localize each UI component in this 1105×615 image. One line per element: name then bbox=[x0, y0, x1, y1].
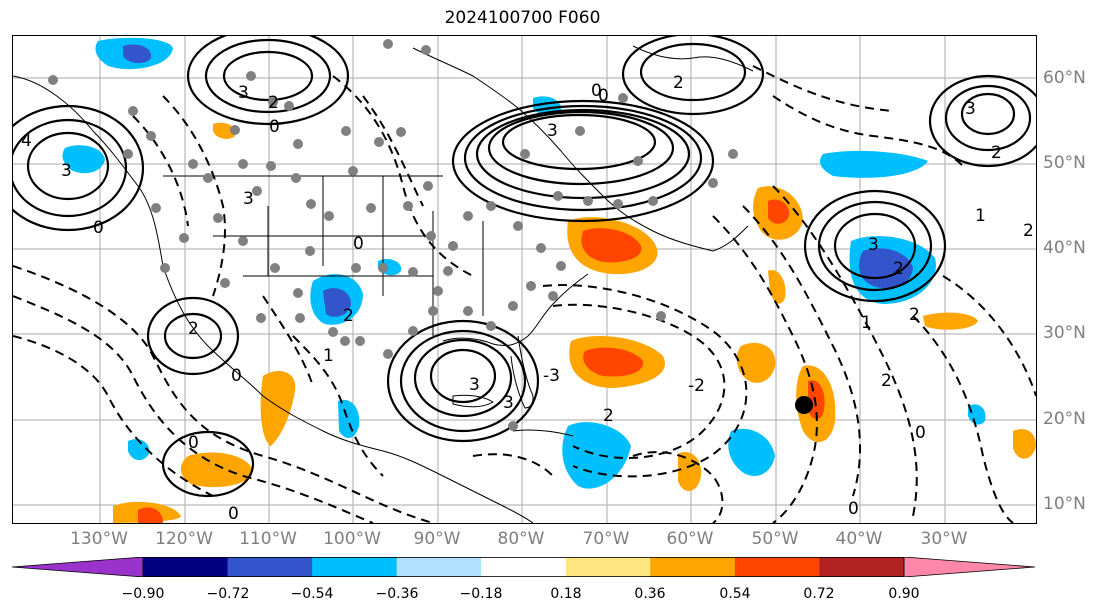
colorbar-segment bbox=[650, 557, 736, 577]
colorbar-tick: 0.54 bbox=[719, 586, 751, 602]
lon-label-110w: 110°W bbox=[239, 529, 297, 549]
station-dots bbox=[48, 39, 738, 431]
lon-label-120w: 120°W bbox=[155, 529, 213, 549]
lat-label-50n: 50°N bbox=[1043, 153, 1086, 173]
contour-label: 1 bbox=[323, 346, 334, 366]
positive-contours bbox=[13, 36, 1036, 498]
shaded-anomalies bbox=[62, 37, 1036, 523]
contour-label: 0 bbox=[228, 504, 239, 523]
colorbar-segment bbox=[734, 557, 820, 577]
colorbar-segment bbox=[143, 557, 229, 577]
lat-label-10n: 10°N bbox=[1043, 494, 1086, 514]
contour-label: 3 bbox=[61, 161, 72, 181]
lon-label-60w: 60°W bbox=[666, 529, 714, 549]
contour-label: 3 bbox=[868, 235, 879, 255]
contour-label: 0 bbox=[231, 366, 242, 386]
contour-label: 2 bbox=[188, 319, 199, 339]
contour-label: 0 bbox=[591, 81, 602, 101]
map-title: 2024100700 F060 bbox=[444, 8, 601, 28]
contour-label: 3 bbox=[469, 375, 480, 395]
colorbar-tick: −0.18 bbox=[459, 586, 503, 602]
map-panel: 3 3 3 3 2 3 4 3 2 0 3 2 2 0 -2 -3 2 2 1 … bbox=[12, 35, 1037, 524]
contour-label: -2 bbox=[688, 376, 705, 396]
colorbar-segment bbox=[227, 557, 313, 577]
contour-label: 3 bbox=[238, 83, 249, 103]
colorbar-tick: 0.72 bbox=[803, 586, 835, 602]
colorbar-segment bbox=[903, 556, 1036, 578]
colorbar-segment bbox=[396, 557, 482, 577]
colorbar-segment bbox=[481, 557, 567, 577]
contour-label: -3 bbox=[543, 366, 560, 386]
contour-label: 3 bbox=[965, 99, 976, 119]
contour-label: 0 bbox=[598, 86, 609, 106]
lon-label-90w: 90°W bbox=[413, 529, 461, 549]
colorbar-tick: 0.18 bbox=[550, 586, 582, 602]
colorbar-tick: −0.36 bbox=[375, 586, 419, 602]
contour-label: 3 bbox=[547, 121, 558, 141]
contour-label: 2 bbox=[909, 305, 920, 325]
colorbar-segment bbox=[11, 556, 144, 578]
colorbar-segment bbox=[819, 557, 905, 577]
colorbar bbox=[11, 556, 1036, 578]
contour-label: 0 bbox=[848, 499, 859, 519]
contour-label: 0 bbox=[269, 117, 280, 137]
lon-label-130w: 130°W bbox=[70, 529, 128, 549]
colorbar-outline bbox=[142, 557, 905, 577]
lat-label-20n: 20°N bbox=[1043, 409, 1086, 429]
contour-label: 3 bbox=[503, 393, 514, 413]
contour-label: 4 bbox=[21, 131, 32, 151]
colorbar-tick: −0.90 bbox=[121, 586, 165, 602]
contour-label: 1 bbox=[975, 206, 986, 226]
contour-label: 2 bbox=[268, 93, 279, 113]
contour-label: 0 bbox=[188, 433, 199, 453]
colorbar-segment bbox=[312, 557, 398, 577]
contour-label: 2 bbox=[343, 306, 354, 326]
lon-label-80w: 80°W bbox=[497, 529, 545, 549]
lon-label-50w: 50°W bbox=[751, 529, 799, 549]
lat-label-30n: 30°N bbox=[1043, 323, 1086, 343]
colorbar-tick: −0.72 bbox=[206, 586, 250, 602]
lon-label-70w: 70°W bbox=[582, 529, 630, 549]
lat-label-40n: 40°N bbox=[1043, 238, 1086, 258]
contour-label: 2 bbox=[893, 259, 904, 279]
contour-label: 2 bbox=[881, 371, 892, 391]
contour-label-group: 3 3 3 3 2 3 4 3 2 0 3 2 2 0 -2 -3 2 2 1 … bbox=[21, 73, 1034, 523]
lon-label-40w: 40°W bbox=[835, 529, 883, 549]
colorbar-tick: 0.90 bbox=[888, 586, 920, 602]
contour-label: 2 bbox=[1023, 221, 1034, 241]
contour-label: 2 bbox=[991, 143, 1002, 163]
storm-center-marker bbox=[795, 396, 813, 414]
contour-label: 2 bbox=[673, 73, 684, 93]
contour-label: 0 bbox=[93, 218, 104, 238]
contour-label: 0 bbox=[353, 234, 364, 254]
contour-label: 2 bbox=[603, 406, 614, 426]
lon-label-100w: 100°W bbox=[323, 529, 381, 549]
colorbar-tick: 0.36 bbox=[634, 586, 666, 602]
lat-label-60n: 60°N bbox=[1043, 68, 1086, 88]
map-canvas: 3 3 3 3 2 3 4 3 2 0 3 2 2 0 -2 -3 2 2 1 … bbox=[13, 36, 1036, 523]
negative-contours bbox=[13, 65, 1036, 523]
colorbar-segment bbox=[565, 557, 651, 577]
colorbar-svg bbox=[11, 556, 1036, 578]
contour-label: 0 bbox=[915, 423, 926, 443]
colorbar-tick: −0.54 bbox=[290, 586, 334, 602]
lon-label-30w: 30°W bbox=[920, 529, 968, 549]
contour-label: 3 bbox=[243, 189, 254, 209]
contour-label: 1 bbox=[861, 313, 872, 333]
